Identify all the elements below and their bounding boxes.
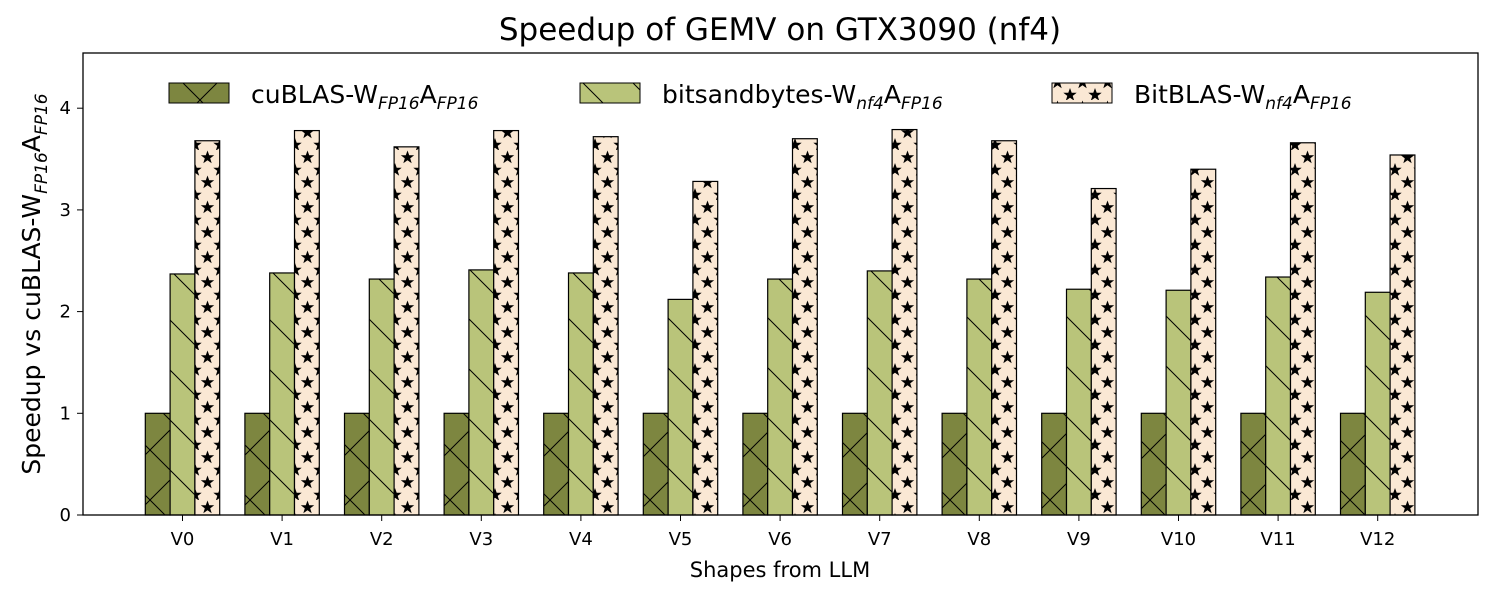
bar-hatch-bitblas-v8 <box>991 140 1018 516</box>
x-tick-label-v0: V0 <box>171 529 195 550</box>
x-tick-label-v3: V3 <box>469 529 493 550</box>
legend-item-bitblas: BitBLAS-Wnf4AFP16 <box>1051 80 1352 114</box>
legend-item-bitsandbytes: bitsandbytes-Wnf4AFP16 <box>579 80 943 114</box>
y-tick-label-3: 3 <box>60 200 71 221</box>
bar-hatch-bitblas-v12 <box>1389 154 1416 516</box>
bar-hatch-cublas-v10 <box>1140 412 1167 516</box>
bar-hatch-bitblas-v2 <box>393 146 420 516</box>
bars-layer <box>144 128 1416 516</box>
bar-hatch-bitsandbytes-v11 <box>1265 276 1292 516</box>
bar-hatch-bitsandbytes-v10 <box>1165 289 1192 516</box>
bar-hatch-bitsandbytes-v6 <box>767 278 794 516</box>
x-tick-label-v5: V5 <box>669 529 693 550</box>
y-tick-label-1: 1 <box>60 403 71 424</box>
legend-hatch-bitsandbytes <box>579 82 641 104</box>
bar-hatch-bitblas-v1 <box>293 129 320 516</box>
x-tick-label-v7: V7 <box>868 529 892 550</box>
bar-hatch-bitsandbytes-v8 <box>966 278 993 516</box>
y-label-sub1: FP16 <box>32 152 52 194</box>
x-tick-label-v8: V8 <box>967 529 991 550</box>
legend-hatch-cublas <box>168 82 230 104</box>
bar-hatch-cublas-v9 <box>1041 412 1068 516</box>
x-tick-label-v1: V1 <box>270 529 294 550</box>
x-tick-label-v12: V12 <box>1360 529 1395 550</box>
x-tick-label-v9: V9 <box>1067 529 1091 550</box>
bar-hatch-bitblas-v3 <box>493 129 520 516</box>
bar-hatch-cublas-v0 <box>144 412 171 516</box>
bar-hatch-bitblas-v11 <box>1289 142 1316 516</box>
bar-hatch-bitsandbytes-v0 <box>169 273 196 516</box>
legend-label-bitblas: BitBLAS-Wnf4AFP16 <box>1134 80 1352 114</box>
bar-hatch-bitsandbytes-v7 <box>866 270 893 516</box>
bar-hatch-bitsandbytes-v2 <box>368 278 395 516</box>
bar-hatch-cublas-v4 <box>543 412 570 516</box>
bar-hatch-bitsandbytes-v12 <box>1364 291 1391 516</box>
bar-hatch-cublas-v3 <box>443 412 470 516</box>
y-axis-ticks: 0 1 2 3 4 <box>60 98 83 526</box>
x-tick-label-v4: V4 <box>569 529 593 550</box>
y-tick-label-0: 0 <box>60 505 71 526</box>
x-axis-label: Shapes from LLM <box>690 558 870 582</box>
legend-item-cublas: cuBLAS-WFP16AFP16 <box>168 80 479 114</box>
legend-label-cublas: cuBLAS-WFP16AFP16 <box>251 80 479 114</box>
bar-hatch-bitblas-v5 <box>692 180 719 516</box>
x-tick-label-v11: V11 <box>1260 529 1295 550</box>
bar-hatch-cublas-v12 <box>1339 412 1366 516</box>
bar-hatch-bitblas-v0 <box>194 140 221 516</box>
bar-hatch-bitsandbytes-v4 <box>567 272 594 516</box>
bar-hatch-cublas-v2 <box>343 412 370 516</box>
bar-hatch-bitblas-v6 <box>791 138 818 516</box>
y-label-mid: A <box>17 135 46 152</box>
y-label-base: Speedup vs cuBLAS-W <box>17 194 46 475</box>
bar-hatch-cublas-v6 <box>742 412 769 516</box>
y-tick-label-4: 4 <box>60 98 71 119</box>
x-tick-label-v2: V2 <box>370 529 394 550</box>
bar-hatch-cublas-v8 <box>941 412 968 516</box>
chart-title: Speedup of GEMV on GTX3090 (nf4) <box>499 12 1061 48</box>
y-label-sub2: FP16 <box>32 93 52 135</box>
bar-hatch-bitsandbytes-v5 <box>667 298 694 516</box>
x-axis-ticks: V0 V1 V2 V3 V4 V5 V6 V7 V8 V9 V10 V11 V12 <box>171 515 1395 550</box>
bar-hatch-bitblas-v9 <box>1090 187 1117 516</box>
bar-hatch-bitsandbytes-v3 <box>468 269 495 516</box>
bar-hatch-cublas-v1 <box>244 412 271 516</box>
bar-hatch-cublas-v11 <box>1240 412 1267 516</box>
bar-hatch-bitsandbytes-v1 <box>269 272 296 516</box>
plot-frame <box>82 52 1479 516</box>
bar-hatch-bitblas-v4 <box>592 136 619 516</box>
y-tick-label-2: 2 <box>60 302 71 323</box>
x-tick-label-v6: V6 <box>768 529 792 550</box>
x-tick-label-v10: V10 <box>1161 529 1196 550</box>
legend-label-bitsandbytes: bitsandbytes-Wnf4AFP16 <box>662 80 943 114</box>
y-axis-label: Speedup vs cuBLAS-WFP16AFP16 <box>17 93 52 474</box>
bar-hatch-bitsandbytes-v9 <box>1065 288 1092 516</box>
legend: cuBLAS-WFP16AFP16 bitsandbytes-Wnf4AFP16… <box>168 80 1352 114</box>
bar-hatch-bitblas-v7 <box>891 128 918 516</box>
bar-hatch-cublas-v5 <box>642 412 669 516</box>
legend-hatch-bitblas <box>1051 82 1113 104</box>
bar-hatch-bitblas-v10 <box>1190 168 1217 516</box>
bar-hatch-cublas-v7 <box>841 412 868 516</box>
